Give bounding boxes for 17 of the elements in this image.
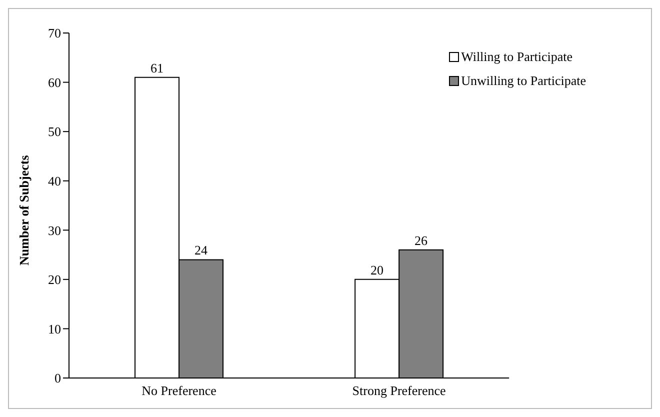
x-tick-label: No Preference — [142, 383, 217, 398]
x-tick-label: Strong Preference — [352, 383, 446, 398]
y-tick-label: 60 — [48, 74, 61, 90]
y-tick-label: 0 — [54, 370, 61, 386]
data-label: 20 — [370, 262, 384, 278]
data-label: 24 — [194, 242, 208, 258]
y-tick-label: 10 — [48, 321, 61, 336]
data-label: 61 — [150, 60, 164, 76]
legend-label: Willing to Participate — [461, 49, 572, 65]
legend-label: Unwilling to Participate — [461, 73, 586, 89]
y-tick-label: 30 — [48, 222, 61, 238]
y-axis-title: Number of Subjects — [16, 155, 32, 266]
y-tick-label: 50 — [48, 124, 61, 140]
y-tick-label: 70 — [48, 26, 61, 41]
data-label: 26 — [414, 232, 428, 248]
y-tick-label: 20 — [48, 272, 61, 288]
y-tick-label: 40 — [48, 173, 61, 188]
